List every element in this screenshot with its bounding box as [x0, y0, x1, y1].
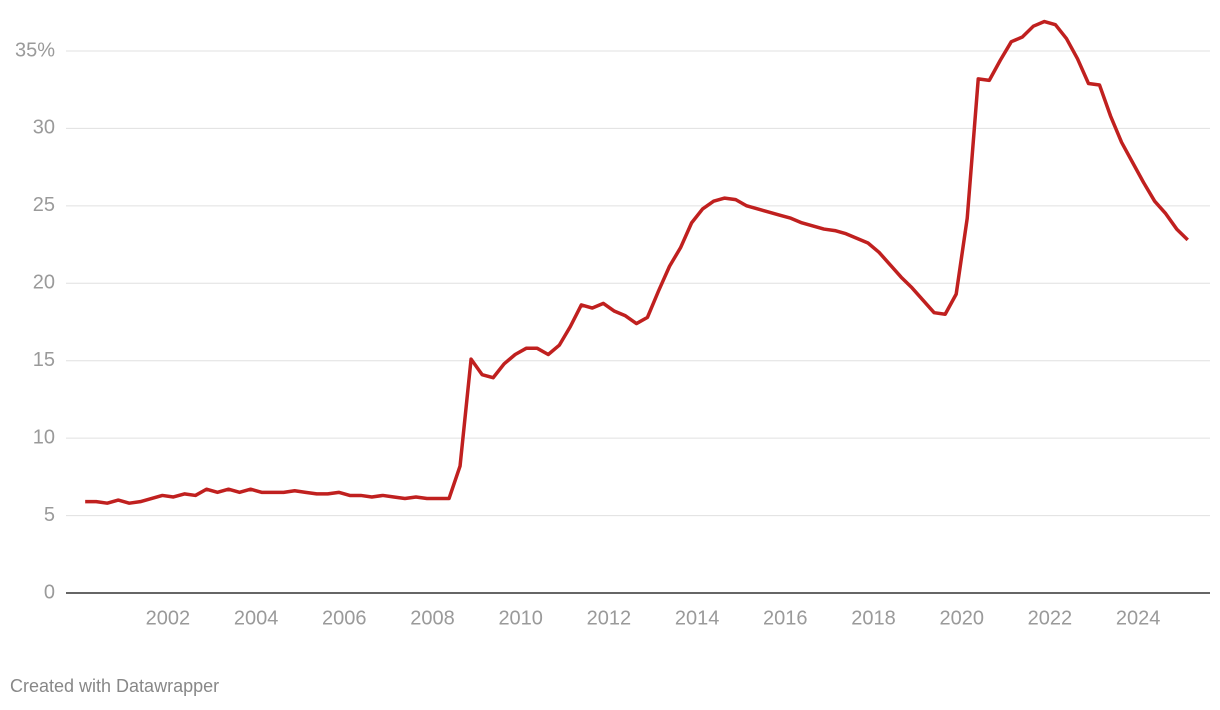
y-tick-label: 5 — [44, 504, 55, 526]
x-tick-label: 2004 — [234, 607, 279, 629]
footer: Created with Datawrapper — [10, 676, 219, 696]
x-tick-label: 2014 — [675, 607, 720, 629]
y-tick-label: 25 — [33, 194, 55, 216]
x-tick-label: 2008 — [410, 607, 455, 629]
x-tick-label: 2012 — [587, 607, 632, 629]
y-tick-label: 0 — [44, 581, 55, 603]
x-tick-label: 2022 — [1028, 607, 1073, 629]
x-tick-label: 2002 — [146, 607, 191, 629]
y-tick-label: 20 — [33, 272, 55, 294]
data-line — [85, 19, 1189, 505]
x-tick-label: 2020 — [939, 607, 984, 629]
y-tick-label: 30 — [33, 117, 55, 139]
y-tick-label: 15 — [33, 349, 55, 371]
x-tick-label: 2024 — [1116, 607, 1161, 629]
x-tick-label: 2018 — [851, 607, 896, 629]
x-tick-label: 2006 — [322, 607, 367, 629]
y-tick-label: 35% — [15, 39, 55, 61]
x-tick-label: 2010 — [498, 607, 543, 629]
x-tick-label: 2016 — [763, 607, 808, 629]
y-tick-label: 10 — [33, 426, 55, 448]
